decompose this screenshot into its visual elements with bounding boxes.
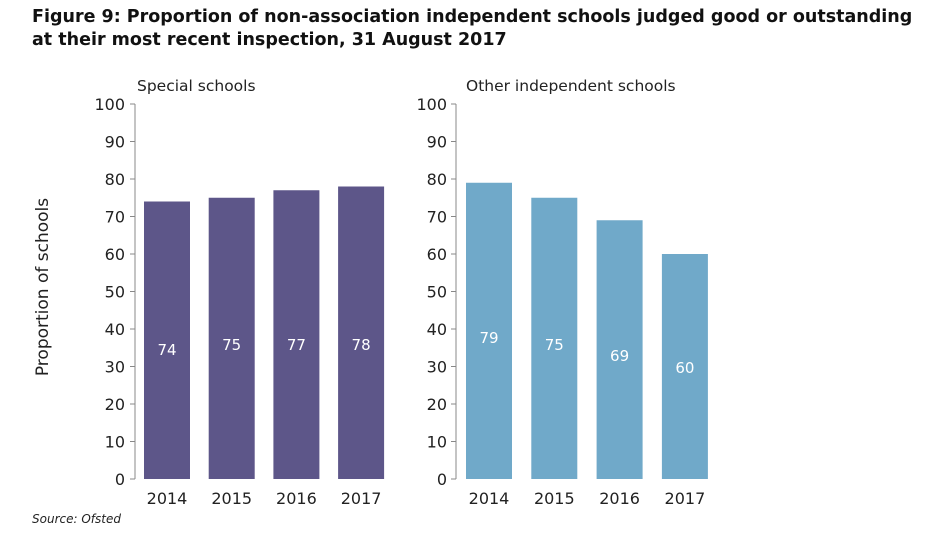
y-tick-label: 70	[427, 208, 447, 227]
y-tick-label: 50	[427, 283, 447, 302]
y-tick-label: 100	[94, 95, 125, 114]
y-tick-label: 90	[427, 133, 447, 152]
bar-value-label: 77	[287, 336, 306, 354]
bar	[531, 197, 578, 479]
y-tick-label: 0	[437, 470, 447, 489]
source-note: Source: Ofsted	[32, 512, 121, 526]
y-tick-label: 60	[105, 245, 125, 264]
y-tick-label: 40	[427, 320, 447, 339]
x-tick-label: 2015	[211, 489, 252, 508]
panel-title: Special schools	[137, 77, 256, 95]
bar-value-label: 75	[222, 336, 241, 354]
y-tick-label: 0	[115, 470, 125, 489]
y-tick-label: 10	[105, 433, 125, 452]
figure-title: Figure 9: Proportion of non-association …	[32, 7, 913, 50]
bar	[208, 197, 255, 479]
panel-title: Other independent schools	[466, 77, 676, 95]
y-tick-label: 10	[427, 433, 447, 452]
bar	[144, 201, 190, 479]
bar	[273, 190, 320, 479]
bar-value-label: 79	[479, 329, 498, 347]
y-tick-label: 70	[105, 208, 125, 227]
y-tick-label: 30	[427, 358, 447, 377]
y-tick-label: 40	[105, 320, 125, 339]
y-tick-label: 100	[416, 95, 447, 114]
y-tick-label: 80	[105, 170, 125, 189]
bar-value-label: 75	[545, 336, 564, 354]
bar	[661, 254, 708, 479]
bar-value-label: 78	[352, 336, 371, 354]
y-tick-label: 90	[105, 133, 125, 152]
x-tick-label: 2014	[469, 489, 510, 508]
x-tick-label: 2017	[341, 489, 382, 508]
y-tick-label: 30	[105, 358, 125, 377]
x-tick-label: 2017	[665, 489, 706, 508]
x-tick-label: 2015	[534, 489, 575, 508]
bar-value-label: 69	[610, 347, 629, 365]
y-tick-label: 80	[427, 170, 447, 189]
bar	[466, 182, 512, 479]
bar	[338, 186, 385, 479]
bar-value-label: 74	[157, 341, 176, 359]
bar	[596, 220, 643, 479]
x-tick-label: 2014	[147, 489, 188, 508]
y-tick-label: 20	[105, 395, 125, 414]
bar-value-label: 60	[675, 359, 694, 377]
x-tick-label: 2016	[599, 489, 640, 508]
y-tick-label: 20	[427, 395, 447, 414]
y-axis-label: Proportion of schools	[33, 198, 53, 376]
x-tick-label: 2016	[276, 489, 317, 508]
y-tick-label: 60	[427, 245, 447, 264]
y-tick-label: 50	[105, 283, 125, 302]
